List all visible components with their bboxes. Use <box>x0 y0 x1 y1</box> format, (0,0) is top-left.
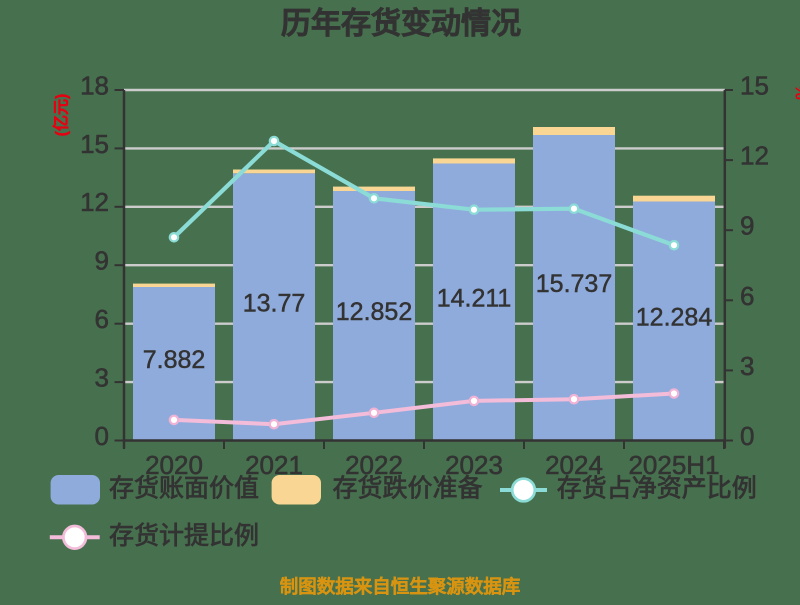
svg-text:6: 6 <box>740 281 754 311</box>
svg-text:0: 0 <box>95 421 109 451</box>
svg-text:9: 9 <box>95 246 109 276</box>
svg-text:3: 3 <box>740 351 754 381</box>
svg-text:13.77: 13.77 <box>243 289 306 317</box>
svg-text:6: 6 <box>95 304 109 334</box>
svg-text:12: 12 <box>80 187 109 217</box>
svg-text:%: % <box>792 84 800 100</box>
svg-text:制图数据来自恒生聚源数据库: 制图数据来自恒生聚源数据库 <box>280 576 521 597</box>
svg-text:14.211: 14.211 <box>437 284 512 312</box>
svg-text:12.284: 12.284 <box>636 303 713 331</box>
svg-text:7.882: 7.882 <box>143 346 206 374</box>
svg-text:存货计提比例: 存货计提比例 <box>109 522 259 550</box>
svg-text:12: 12 <box>740 141 769 171</box>
svg-text:12.852: 12.852 <box>336 298 412 326</box>
svg-text:15: 15 <box>740 71 769 101</box>
svg-text:(亿元): (亿元) <box>52 94 71 137</box>
svg-text:15: 15 <box>80 129 109 159</box>
svg-text:9: 9 <box>740 211 754 241</box>
svg-text:存货账面价值: 存货账面价值 <box>109 475 259 503</box>
svg-text:存货跌价准备: 存货跌价准备 <box>333 475 483 503</box>
svg-text:0: 0 <box>740 421 754 451</box>
svg-text:历年存货变动情况: 历年存货变动情况 <box>281 7 521 41</box>
svg-text:15.737: 15.737 <box>536 270 612 298</box>
svg-text:18: 18 <box>80 71 109 101</box>
svg-text:3: 3 <box>95 363 109 393</box>
svg-text:存货占净资产比例: 存货占净资产比例 <box>557 475 757 503</box>
